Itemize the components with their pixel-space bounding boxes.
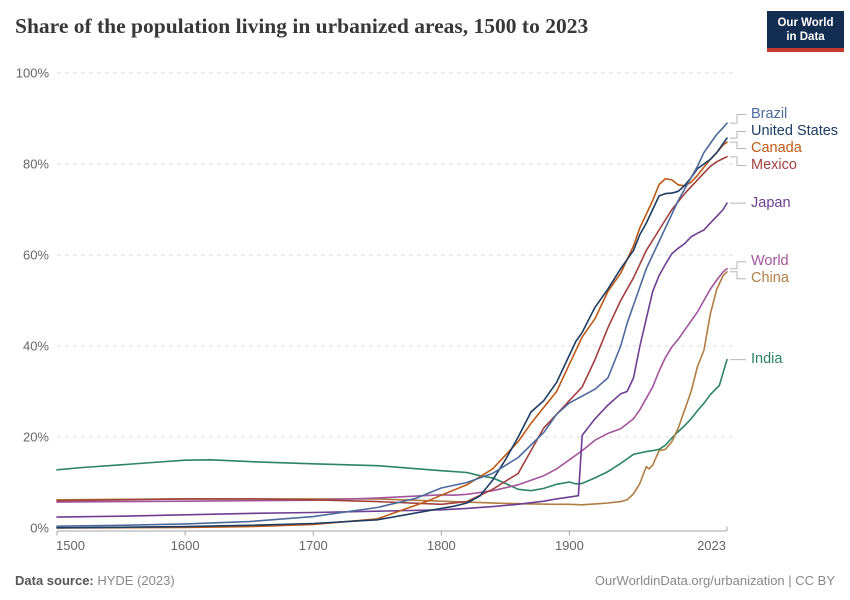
attribution-note: OurWorldinData.org/urbanization | CC BY	[594, 573, 835, 588]
series-line-india	[56, 358, 728, 492]
y-axis-tick-label: 60%	[23, 248, 49, 263]
label-connector	[730, 131, 746, 139]
x-axis-tick-label: 1500	[56, 538, 85, 553]
y-axis-tick-label: 0%	[30, 521, 49, 536]
series-line-world	[56, 267, 728, 503]
y-axis-tick-label: 20%	[23, 430, 49, 445]
owid-logo-line1: Our World	[777, 17, 834, 29]
owid-logo-line2: in Data	[786, 30, 825, 43]
label-connector	[730, 261, 746, 270]
series-line-china	[56, 270, 728, 506]
series-line-canada	[56, 141, 728, 529]
x-axis-tick-label: 2023	[697, 538, 726, 553]
owid-logo: Our World in Data	[767, 11, 844, 52]
series-line-japan	[56, 202, 728, 518]
y-axis-tick-label: 100%	[16, 66, 50, 81]
label-connector	[730, 141, 746, 149]
label-connector	[730, 271, 746, 280]
x-axis-tick-label: 1900	[555, 538, 584, 553]
series-line-united-states	[56, 137, 728, 529]
x-axis-tick-label: 1600	[171, 538, 200, 553]
y-axis-tick-label: 80%	[23, 157, 49, 172]
data-source-value: HYDE (2023)	[93, 573, 175, 588]
chart-footer: Data source: HYDE (2023) OurWorldinData.…	[15, 573, 835, 588]
x-axis-tick-label: 1700	[299, 538, 328, 553]
y-axis-tick-label: 40%	[23, 339, 49, 354]
data-source-note: Data source: HYDE (2023)	[15, 573, 175, 588]
series-line-brazil	[56, 122, 728, 528]
chart-title: Share of the population living in urbani…	[15, 14, 589, 38]
series-line-mexico	[56, 155, 728, 506]
label-connector	[730, 114, 746, 124]
x-axis-tick-label: 1800	[427, 538, 456, 553]
data-source-label: Data source:	[15, 573, 94, 588]
label-connector	[730, 156, 746, 166]
